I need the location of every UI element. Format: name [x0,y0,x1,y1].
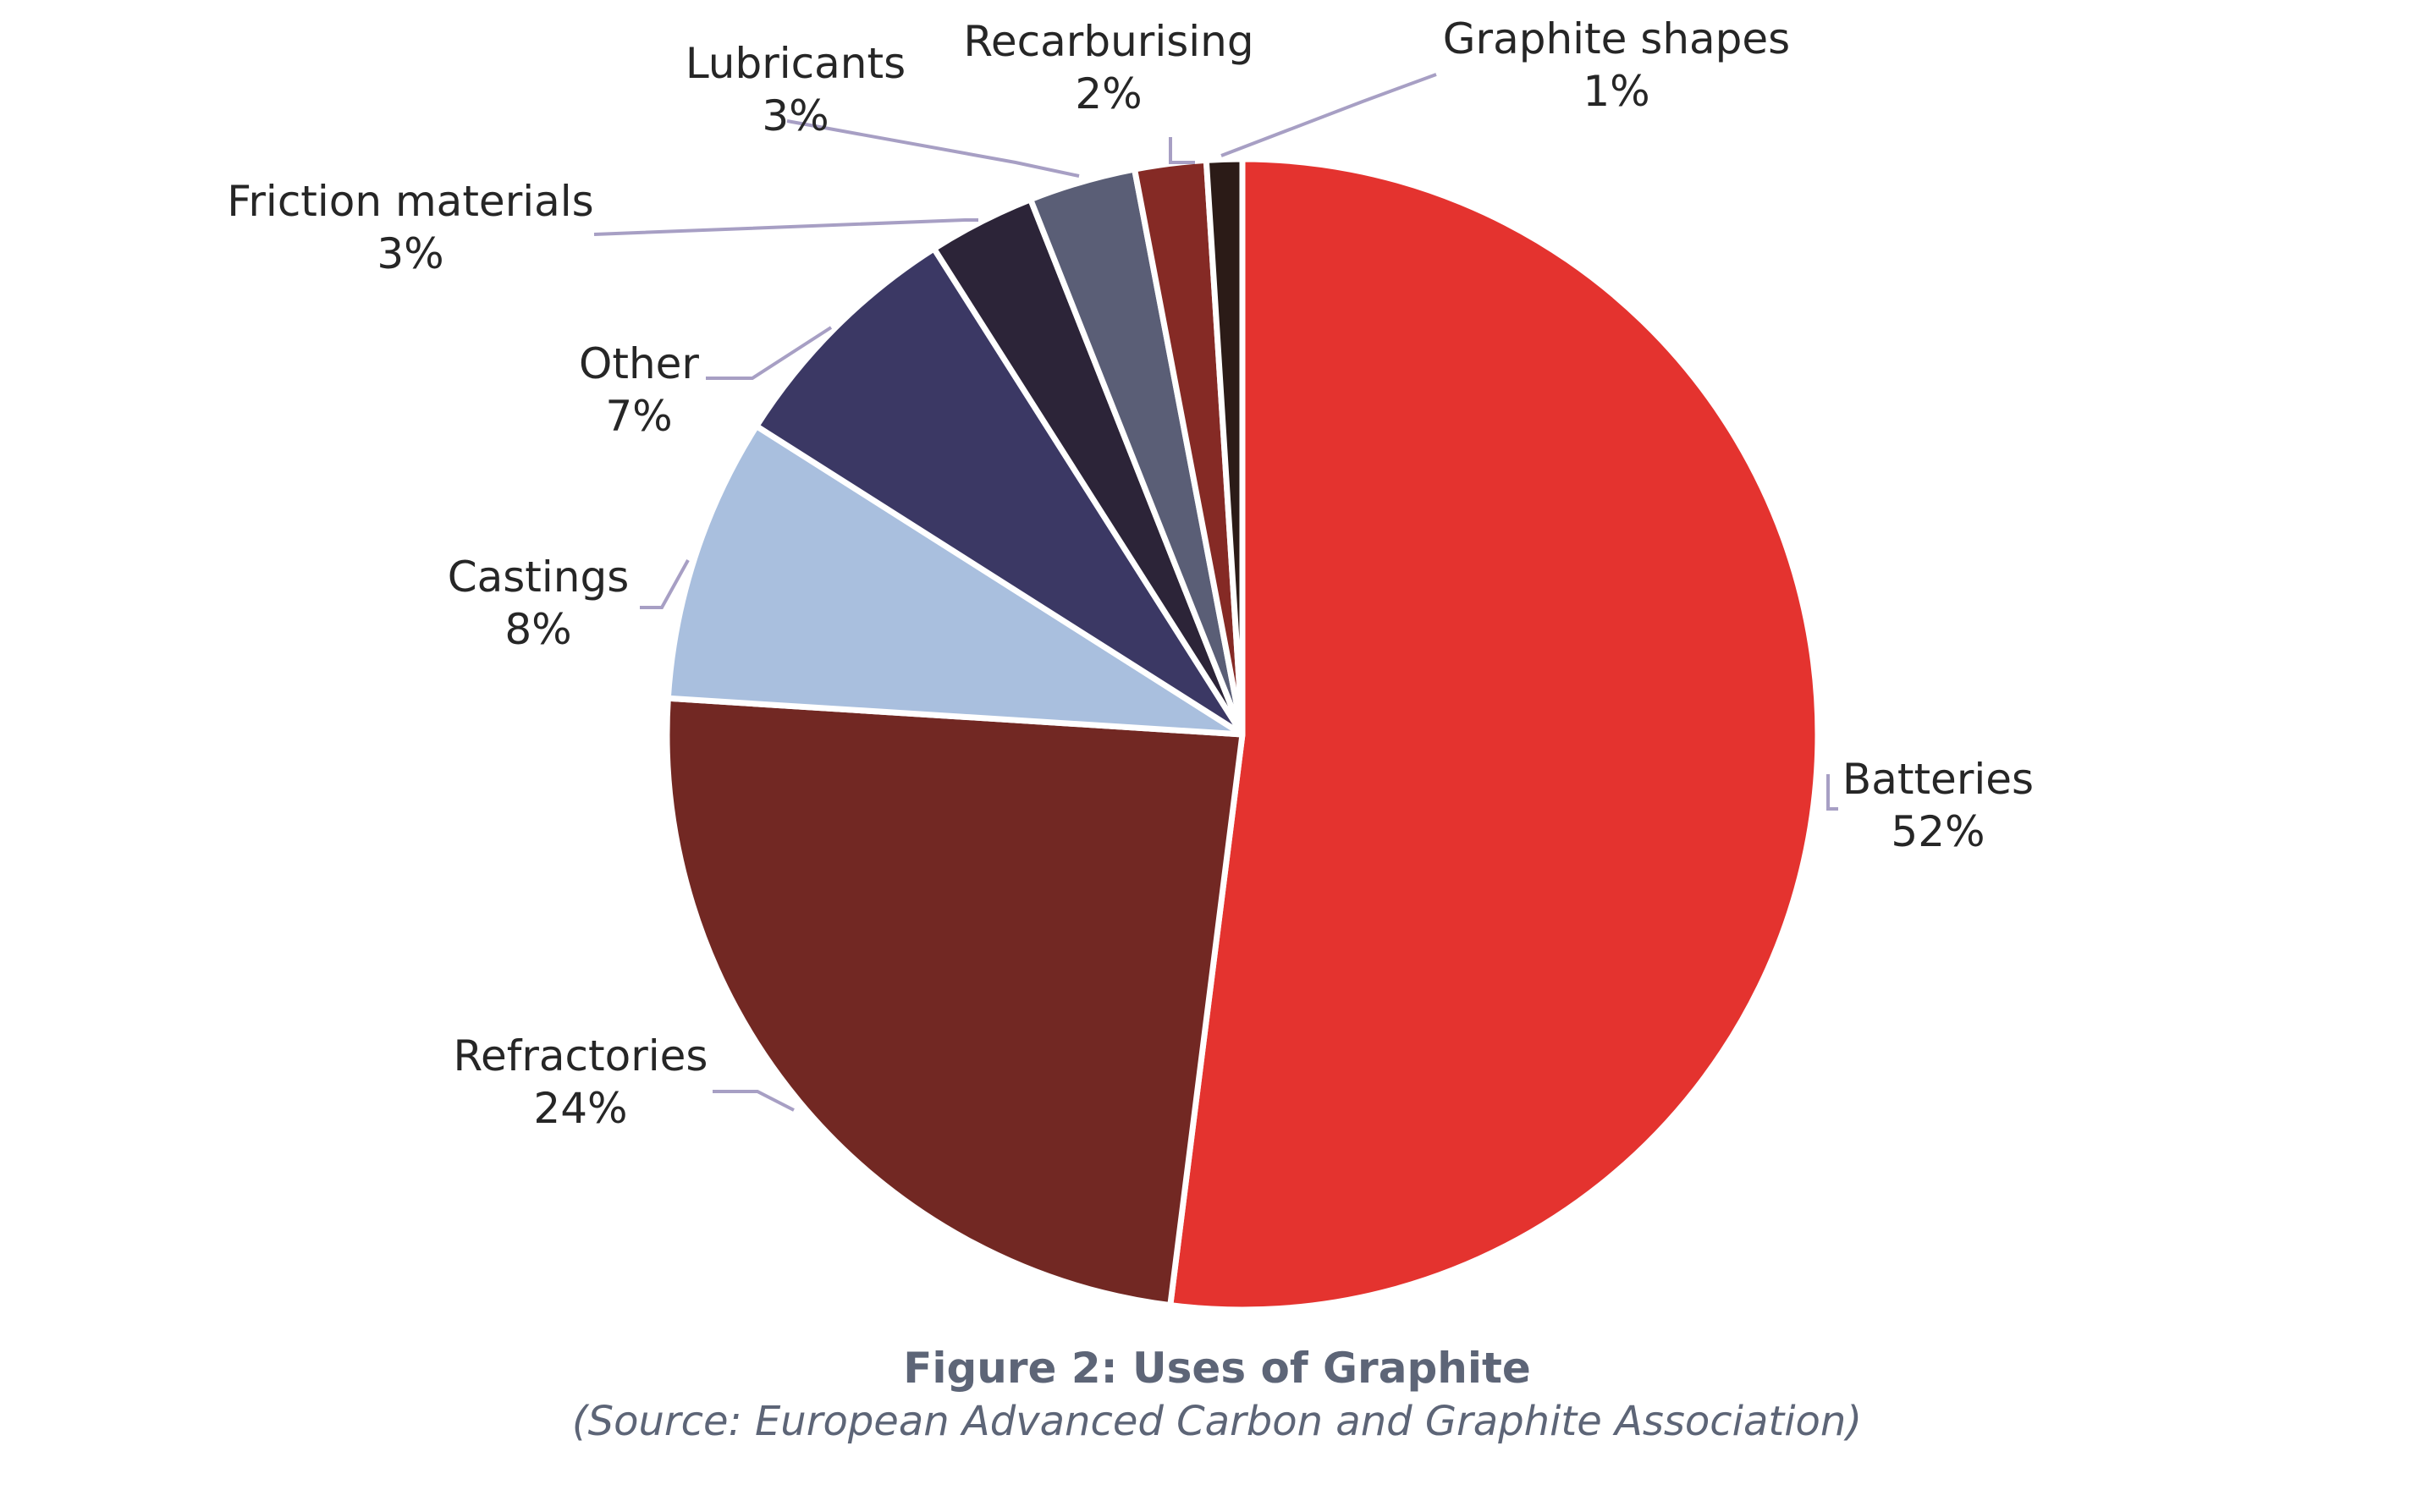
slice-value-lubricants: 3% [762,91,829,140]
slice-label-recarburising: Recarburising [963,17,1253,66]
pie-slice-other [753,245,1246,738]
slice-value-graphite-shapes: 1% [1583,67,1649,116]
slice-value-castings: 8% [504,605,571,654]
leader-line-castings [640,559,690,609]
pie-slice-refractories [664,695,1246,1309]
slice-value-friction-materials: 3% [377,229,443,278]
pie-slice-batteries [1167,156,1821,1313]
slice-label-castings: Castings [448,553,630,602]
leader-line-lubricants [786,119,1080,178]
pie-slices [664,156,1821,1313]
slice-value-other: 7% [605,392,672,441]
slice-value-refractories: 24% [533,1084,627,1133]
leader-line-graphite-shapes [1220,73,1437,157]
slice-label-lubricants: Lubricants [686,39,906,88]
leader-line-batteries [1826,774,1838,811]
leader-line-other [706,326,833,380]
leader-line-recarburising [1169,137,1195,164]
leader-lines [593,73,1838,1112]
leader-line-friction-materials [593,218,978,236]
slice-label-friction-materials: Friction materials [227,177,593,226]
slice-value-batteries: 52% [1891,807,1985,856]
slice-label-graphite-shapes: Graphite shapes [1443,14,1790,63]
pie-slice-graphite-shapes [1203,156,1246,738]
slice-label-other: Other [579,339,699,388]
figure-title: Figure 2: Uses of Graphite [903,1344,1531,1393]
slice-label-refractories: Refractories [453,1031,708,1080]
slice-label-batteries: Batteries [1842,755,2034,804]
figure-source: (Source: European Advanced Carbon and Gr… [571,1398,1863,1445]
leader-line-refractories [713,1090,795,1112]
slice-value-recarburising: 2% [1075,69,1142,118]
pie-slice-castings [664,423,1246,738]
